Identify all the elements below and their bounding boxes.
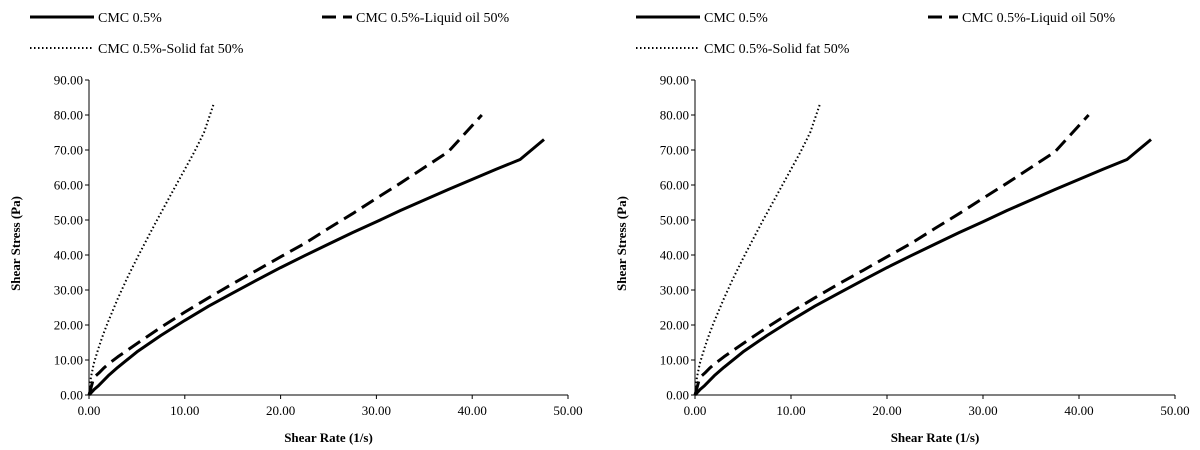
x-tick-label: 40.00	[1064, 403, 1093, 418]
y-tick-label: 10.00	[54, 353, 83, 368]
y-tick-label: 80.00	[54, 108, 83, 123]
x-tick-label: 50.00	[553, 403, 582, 418]
x-tick-label: 30.00	[968, 403, 997, 418]
y-tick-label: 0.00	[666, 388, 689, 403]
y-tick-label: 80.00	[660, 108, 689, 123]
legend-label: CMC 0.5%-Liquid oil 50%	[962, 11, 1116, 26]
legend-label: CMC 0.5%-Solid fat 50%	[704, 42, 850, 57]
legend-label: CMC 0.5%	[704, 11, 768, 26]
x-tick-label: 30.00	[362, 403, 391, 418]
x-tick-label: 10.00	[776, 403, 805, 418]
x-tick-label: 20.00	[266, 403, 295, 418]
y-tick-label: 30.00	[54, 283, 83, 298]
y-axis-title: Shear Stress (Pa)	[614, 196, 629, 291]
y-tick-label: 70.00	[54, 143, 83, 158]
x-axis-title: Shear Rate (1/s)	[284, 430, 373, 445]
y-tick-label: 20.00	[54, 318, 83, 333]
series-line-dashed	[693, 113, 1090, 396]
y-tick-label: 40.00	[54, 248, 83, 263]
legend: CMC 0.5% CMC 0.5%-Liquid oil 50% CMC 0.5%-…	[30, 11, 510, 57]
y-tick-label: 60.00	[660, 178, 689, 193]
series-line-solid	[693, 138, 1152, 397]
y-tick-label: 60.00	[54, 178, 83, 193]
x-tick-label: 0.00	[684, 403, 707, 418]
legend-label: CMC 0.5%-Liquid oil 50%	[356, 11, 510, 26]
series-line-dotted	[694, 104, 821, 396]
x-tick-label: 10.00	[170, 403, 199, 418]
y-tick-label: 70.00	[660, 143, 689, 158]
chart-panel-1: CMC 0.5% CMC 0.5%-Liquid oil 50% CMC 0.5%-…	[8, 11, 583, 445]
x-tick-label: 0.00	[78, 403, 101, 418]
y-tick-label: 20.00	[660, 318, 689, 333]
y-tick-label: 10.00	[660, 353, 689, 368]
legend-label: CMC 0.5%	[98, 11, 162, 26]
x-axis-title: Shear Rate (1/s)	[891, 430, 980, 445]
y-tick-label: 90.00	[660, 73, 689, 88]
y-tick-label: 0.00	[60, 388, 83, 403]
series-line-dashed	[87, 113, 483, 396]
chart-panel-2: CMC 0.5% CMC 0.5%-Liquid oil 50% CMC 0.5%-…	[614, 11, 1190, 445]
x-tick-label: 40.00	[458, 403, 487, 418]
x-tick-label: 50.00	[1160, 403, 1189, 418]
legend: CMC 0.5% CMC 0.5%-Liquid oil 50% CMC 0.5%-…	[636, 11, 1116, 57]
series-line-solid	[87, 138, 545, 397]
y-tick-label: 30.00	[660, 283, 689, 298]
y-axis-title: Shear Stress (Pa)	[8, 196, 23, 291]
legend-label: CMC 0.5%-Solid fat 50%	[98, 42, 244, 57]
y-tick-label: 50.00	[54, 213, 83, 228]
y-tick-label: 40.00	[660, 248, 689, 263]
y-tick-label: 50.00	[660, 213, 689, 228]
series-line-dotted	[88, 104, 215, 396]
x-tick-label: 20.00	[872, 403, 901, 418]
y-tick-label: 90.00	[54, 73, 83, 88]
